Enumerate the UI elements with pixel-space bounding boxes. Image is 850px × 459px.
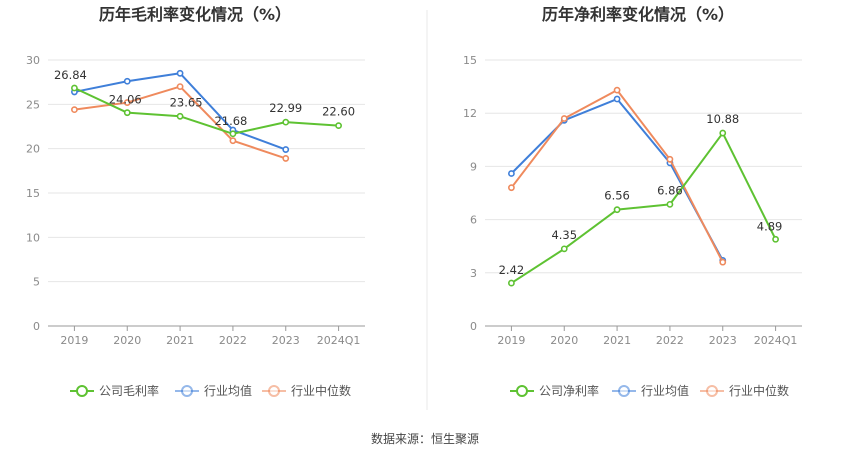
legend-label: 行业中位数 (729, 383, 789, 398)
y-tick-label: 5 (33, 276, 40, 289)
y-tick-label: 30 (26, 54, 40, 67)
data-point (123, 109, 131, 117)
data-label: 4.89 (757, 219, 783, 233)
legend-item[interactable]: 行业均值 (175, 383, 252, 398)
legend-marker (618, 385, 630, 397)
x-tick-label: 2019 (497, 334, 525, 347)
chart-title: 历年净利率变化情况（%） (542, 5, 734, 24)
data-label: 22.99 (269, 101, 302, 115)
legend-item[interactable]: 公司毛利率 (70, 383, 159, 398)
y-tick-label: 6 (470, 214, 477, 227)
legend-marker (706, 385, 718, 397)
data-label: 10.88 (706, 112, 739, 126)
x-tick-label: 2022 (656, 334, 684, 347)
legend-label: 公司净利率 (539, 383, 599, 398)
x-tick-label: 2023 (272, 334, 300, 347)
y-tick-label: 15 (463, 54, 477, 67)
y-tick-label: 10 (26, 231, 40, 244)
legend-marker (76, 385, 88, 397)
data-point (176, 83, 184, 90)
data-label: 6.56 (604, 189, 630, 203)
data-point (613, 86, 621, 94)
gross-margin-chart: 历年毛利率变化情况（%） 0 5 10 15 20 25 30 2019 2020 2021 2022… (26, 5, 365, 398)
series-line (73, 87, 339, 135)
data-point (613, 206, 621, 214)
data-point (335, 122, 342, 130)
series-line (510, 132, 777, 284)
data-point (613, 95, 621, 103)
data-point (123, 99, 131, 106)
y-tick-label: 9 (470, 160, 477, 173)
data-point (71, 84, 78, 92)
x-tick-label: 2024Q1 (754, 334, 798, 347)
series-line (510, 98, 724, 261)
data-label: 4.35 (551, 228, 577, 242)
data-point (282, 146, 290, 153)
data-point (666, 200, 674, 208)
data-label: 6.86 (657, 183, 683, 197)
y-tick-label: 15 (26, 187, 40, 200)
data-label: 24.06 (109, 93, 142, 107)
y-tick-label: 3 (470, 267, 477, 280)
legend-marker (181, 385, 193, 397)
chart-title: 历年毛利率变化情况（%） (99, 5, 291, 24)
data-point (176, 112, 184, 120)
x-tick-label: 2019 (60, 334, 88, 347)
legend-label: 行业均值 (204, 383, 252, 398)
data-point (229, 137, 237, 145)
x-tick-label: 2022 (219, 334, 247, 347)
data-point (282, 118, 290, 126)
legend-marker (516, 385, 528, 397)
data-point (772, 235, 779, 243)
x-tick-label: 2021 (166, 334, 194, 347)
data-point (508, 279, 515, 287)
legend-item[interactable]: 行业中位数 (700, 383, 789, 398)
data-source: 数据来源：恒生聚源 (371, 431, 479, 446)
x-tick-label: 2020 (113, 334, 141, 347)
net-margin-chart: 历年净利率变化情况（%） 0 3 6 9 12 15 2019 2020 2021 2022 2023… (463, 5, 802, 398)
data-point (282, 155, 290, 162)
data-label: 23.65 (170, 95, 203, 109)
y-tick-label: 0 (470, 320, 477, 333)
legend-item[interactable]: 行业均值 (612, 383, 689, 398)
y-tick-label: 0 (33, 320, 40, 333)
legend-label: 行业均值 (641, 383, 689, 398)
data-point (71, 106, 78, 114)
data-point (666, 155, 674, 163)
legend-label: 行业中位数 (291, 383, 351, 398)
data-point (508, 184, 515, 192)
y-tick-label: 12 (463, 107, 477, 120)
data-label: 26.84 (54, 68, 87, 82)
data-point (560, 245, 568, 253)
data-point (229, 130, 237, 138)
y-tick-label: 20 (26, 143, 40, 156)
legend-marker (268, 385, 280, 397)
legend-item[interactable]: 公司净利率 (510, 383, 599, 398)
data-point (719, 129, 727, 137)
legend-label: 公司毛利率 (99, 383, 159, 398)
x-tick-label: 2020 (550, 334, 578, 347)
data-point (176, 69, 184, 77)
x-tick-label: 2023 (709, 334, 737, 347)
data-point (508, 170, 515, 177)
x-tick-label: 2024Q1 (317, 334, 361, 347)
data-label: 2.42 (499, 263, 525, 277)
data-point (560, 115, 568, 122)
data-point (719, 258, 727, 266)
legend-item[interactable]: 行业中位数 (262, 383, 351, 398)
data-label: 21.68 (214, 114, 247, 128)
data-label: 22.60 (322, 105, 355, 119)
data-point (123, 77, 131, 85)
y-tick-label: 25 (26, 98, 40, 111)
x-tick-label: 2021 (603, 334, 631, 347)
